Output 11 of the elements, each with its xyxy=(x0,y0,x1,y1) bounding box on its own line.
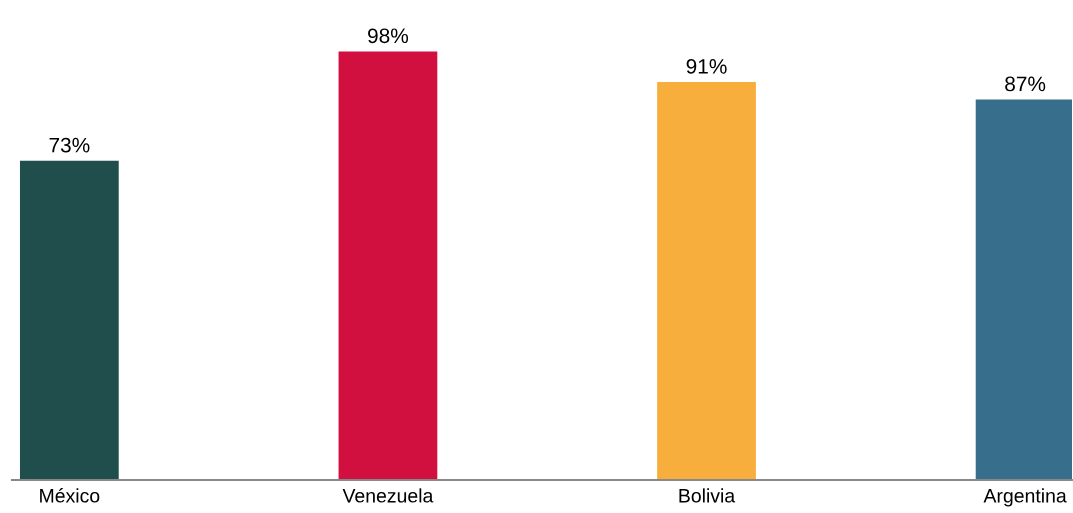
bar xyxy=(19,160,119,480)
data-label: 87% xyxy=(1005,76,1046,92)
bar xyxy=(657,82,756,480)
bar xyxy=(338,51,438,480)
data-label: 73% xyxy=(49,137,90,153)
x-tick-label: Venezuela xyxy=(342,488,434,503)
x-tick-label: Bolivia xyxy=(679,488,736,503)
x-tick-label: Argentina xyxy=(983,488,1067,507)
data-label: 98% xyxy=(368,28,409,44)
x-tick-label: México xyxy=(40,488,100,503)
data-label: 91% xyxy=(686,59,727,74)
